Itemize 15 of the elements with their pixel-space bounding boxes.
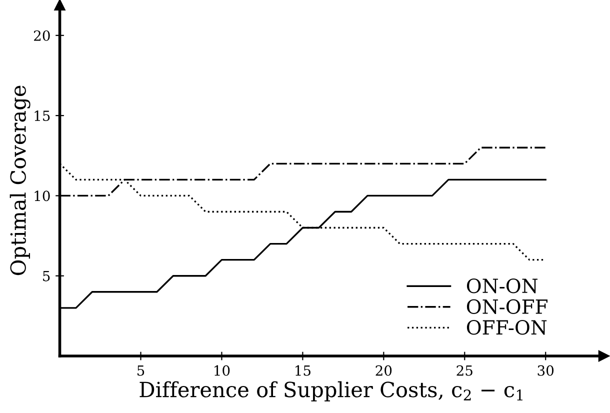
y-axis-title: Optimal Coverage: [10, 86, 30, 276]
x-axis-title: Difference of Supplier Costs, c$_{2}$ − c$_{1}$: [140, 381, 522, 402]
legend-label: ON-OFF: [466, 299, 548, 314]
x-tick-label: 15: [296, 365, 310, 376]
y-tick-label: 10: [34, 190, 50, 202]
y-tick-label: 20: [34, 30, 50, 41]
x-tick-label: 30: [538, 365, 554, 376]
x-tick-label: 5: [138, 365, 144, 376]
x-tick-label: 10: [214, 365, 230, 376]
legend-label: OFF-ON: [466, 320, 547, 335]
x-tick-label: 20: [376, 365, 392, 376]
legend-label: ON-ON: [466, 278, 538, 294]
x-tick-label: 25: [456, 365, 472, 376]
y-tick-label: 5: [43, 271, 50, 282]
y-tick-label: 15: [34, 110, 50, 122]
